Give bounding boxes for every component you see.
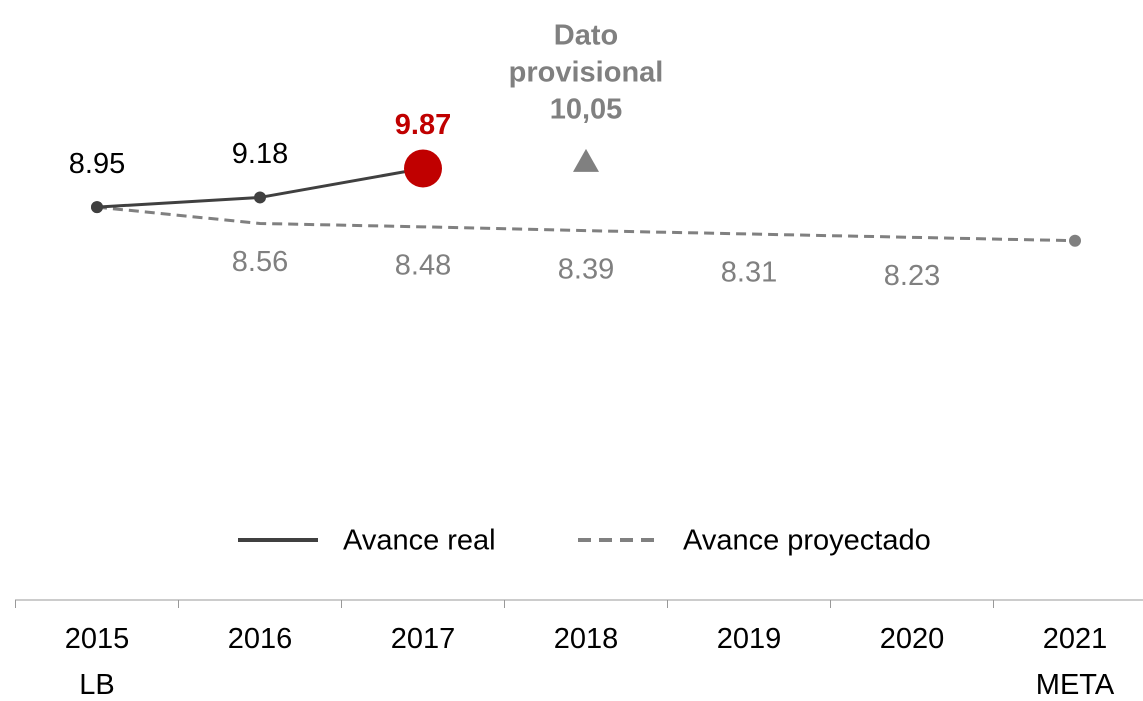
annotation-text: Dato [554,20,618,52]
point [1069,234,1081,247]
x-tick-label: 2020 [880,623,945,655]
annotation-marker [573,148,599,172]
x-tick-label-line: 2016 [228,623,293,655]
data-label: 8.39 [558,253,614,285]
highlight-point [404,149,442,188]
data-label: 9.87 [395,109,451,141]
x-tick-label-line: 2015 [65,623,130,655]
x-tick-label: 2021 META [1036,623,1115,701]
x-tick-label-line: LB [79,669,114,701]
x-tick-label: 2016 [228,623,293,655]
legend-label: Avance real [343,525,496,557]
series-line [96,205,1076,243]
data-label: 8.23 [884,260,940,292]
x-tick-label: 2017 [391,623,456,655]
legend-label: Avance proyectado [683,525,931,557]
x-tick-label-line: META [1036,669,1115,701]
data-label: 9.18 [232,138,288,170]
x-tick-label-line: 2020 [880,623,945,655]
annotation-value: 10,05 [550,94,623,126]
point [254,191,266,204]
x-tick-label: 2015 LB [65,623,130,701]
data-label: 8.31 [721,257,777,289]
point [91,201,103,214]
data-label: 8.56 [232,246,288,278]
x-tick-label-line: 2017 [391,623,456,655]
data-label: 8.48 [395,249,451,281]
x-tick-label-line: 2021 [1043,623,1108,655]
annotation-text: provisional [509,57,664,89]
data-label: 8.95 [69,148,125,180]
x-tick-label-line: 2019 [717,623,782,655]
x-tick-label: 2018 [554,623,619,655]
x-tick-label-line: 2018 [554,623,619,655]
x-tick-label: 2019 [717,623,782,655]
